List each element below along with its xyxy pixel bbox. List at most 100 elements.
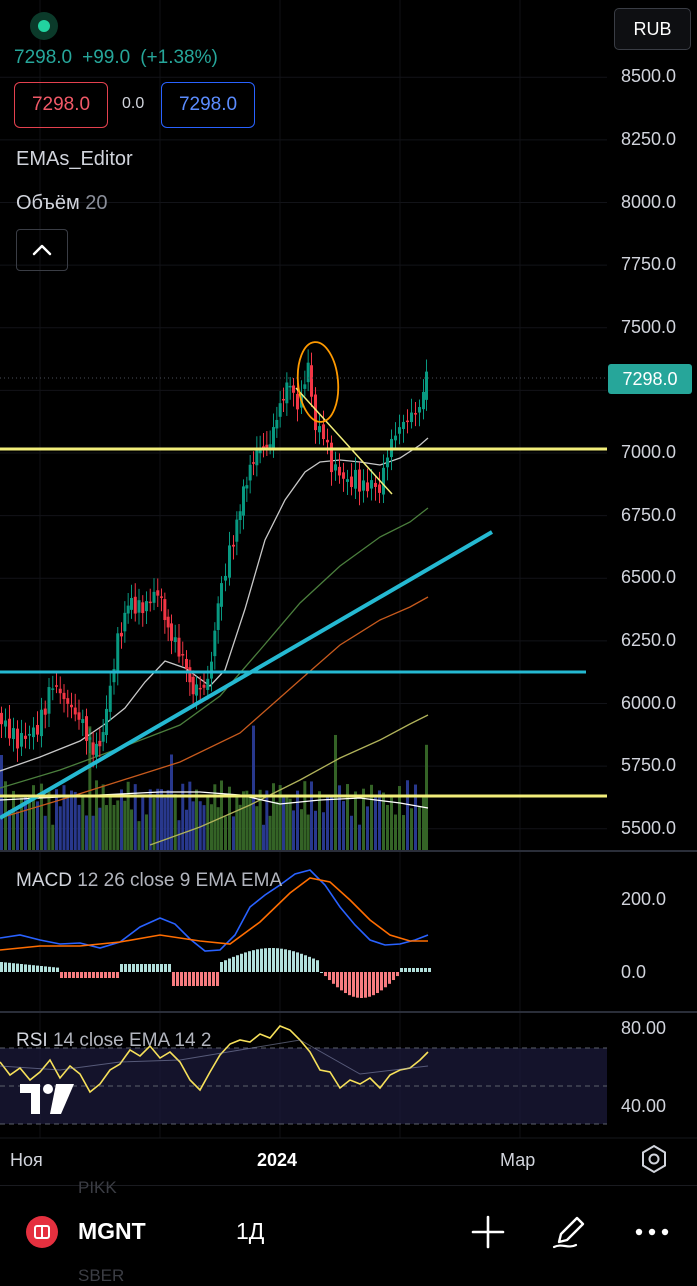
volume-bar [322, 812, 325, 850]
volume-bar [296, 790, 299, 850]
candle-body [285, 382, 289, 404]
volume-bar [47, 790, 51, 850]
macd-label: MACD [16, 870, 72, 891]
volume-bar [137, 821, 141, 850]
volume-bar [326, 797, 329, 850]
sell-button[interactable]: 7298.0 [14, 82, 108, 128]
volume-bar [258, 789, 262, 850]
volume-bar [191, 801, 195, 850]
ema-olive-line [149, 714, 429, 846]
macd-hist-bar [328, 972, 331, 981]
macd-hist-bar [8, 962, 11, 972]
volume-bar [213, 784, 217, 850]
candle-body [51, 688, 55, 690]
macd-hist-bar [400, 968, 403, 972]
candle-body [137, 600, 141, 613]
symbol-logo-icon[interactable] [26, 1216, 58, 1248]
volume-bar [28, 795, 31, 850]
candle-body [98, 740, 102, 747]
candle-body [248, 464, 252, 481]
volume-bar [330, 796, 333, 850]
candle-body [378, 484, 381, 493]
macd-legend[interactable]: MACD 12 26 close 9 EMA EMA [16, 870, 282, 892]
volume-bar [318, 791, 321, 850]
indicator-emas-label[interactable]: EMAs_Editor [16, 148, 133, 170]
candle-body [303, 384, 307, 389]
candle-body [185, 658, 188, 669]
macd-hist-bar [40, 966, 43, 972]
price-tick: 5500.0 [621, 817, 677, 838]
collapse-indicators-button[interactable] [16, 229, 68, 271]
macd-hist-bar [132, 964, 135, 972]
macd-hist-bar [200, 972, 203, 986]
interval-button[interactable]: 1Д [236, 1218, 265, 1244]
volume-bar [81, 796, 85, 850]
volume-bar [202, 805, 206, 850]
candle-body [362, 480, 365, 491]
settings-icon[interactable] [638, 1143, 670, 1175]
volume-bar [20, 797, 23, 850]
candle-body [181, 654, 185, 656]
macd-hist-bar [24, 964, 27, 972]
volume-bar [278, 785, 282, 850]
candle-body [12, 728, 15, 740]
macd-hist-bar [180, 972, 183, 986]
more-icon[interactable] [633, 1213, 671, 1251]
volume-bar [40, 783, 43, 850]
macd-hist-bar [80, 972, 83, 978]
volume-bar [77, 804, 81, 850]
price-tick: 8500.0 [621, 66, 677, 87]
volume-bar [8, 809, 11, 850]
macd-hist-bar [176, 972, 179, 986]
candle-body [414, 413, 417, 415]
candle-body [410, 412, 413, 423]
indicator-volume-label[interactable]: Объём 20 [16, 192, 108, 215]
macd-hist-bar [144, 964, 147, 972]
volume-bar [306, 814, 310, 850]
macd-hist-bar [76, 972, 79, 978]
symbol-button[interactable]: MGNT [78, 1218, 146, 1244]
volume-bar [362, 788, 365, 850]
volume-bar [101, 784, 105, 850]
pencil-icon[interactable] [550, 1213, 588, 1251]
macd-hist-bar [136, 964, 139, 972]
candle-body [255, 448, 259, 466]
last-price: 7298.0 [14, 47, 73, 68]
candle-body [28, 733, 31, 736]
candle-body [70, 704, 73, 708]
currency-button[interactable]: RUB [614, 8, 691, 50]
candle-body [366, 482, 369, 492]
volume-bar [300, 809, 303, 850]
candle-body [258, 448, 262, 454]
plus-icon[interactable] [469, 1213, 507, 1251]
chart-canvas[interactable] [0, 0, 697, 1185]
candle-body [202, 684, 206, 688]
candle-body [20, 732, 23, 747]
candle-body [85, 716, 88, 741]
candle-body [425, 371, 428, 400]
volume-bar [262, 824, 265, 850]
candle-body [88, 737, 92, 740]
volume-bar [16, 811, 19, 850]
candle-body [160, 596, 163, 598]
candle-body [330, 442, 333, 473]
candle-body [170, 623, 173, 641]
volume-bar [314, 810, 317, 850]
buy-button[interactable]: 7298.0 [161, 82, 255, 128]
volume-bar [272, 783, 275, 850]
ghost-symbol-above: PIKK [78, 1178, 117, 1197]
volume-bar [394, 814, 397, 850]
candle-body [36, 724, 39, 735]
macd-hist-bar [368, 972, 371, 997]
volume-bar [24, 796, 27, 850]
trendline-short [295, 387, 393, 495]
macd-hist-bar [52, 967, 55, 972]
rsi-legend[interactable]: RSI 14 close EMA 14 2 [16, 1030, 211, 1052]
candle-body [148, 601, 152, 604]
volume-bar [366, 806, 369, 850]
macd-hist-bar [336, 972, 339, 988]
volume-bar [98, 807, 102, 850]
macd-hist-bar [260, 948, 263, 972]
volume-bar [188, 781, 192, 850]
candle-body [141, 602, 145, 614]
